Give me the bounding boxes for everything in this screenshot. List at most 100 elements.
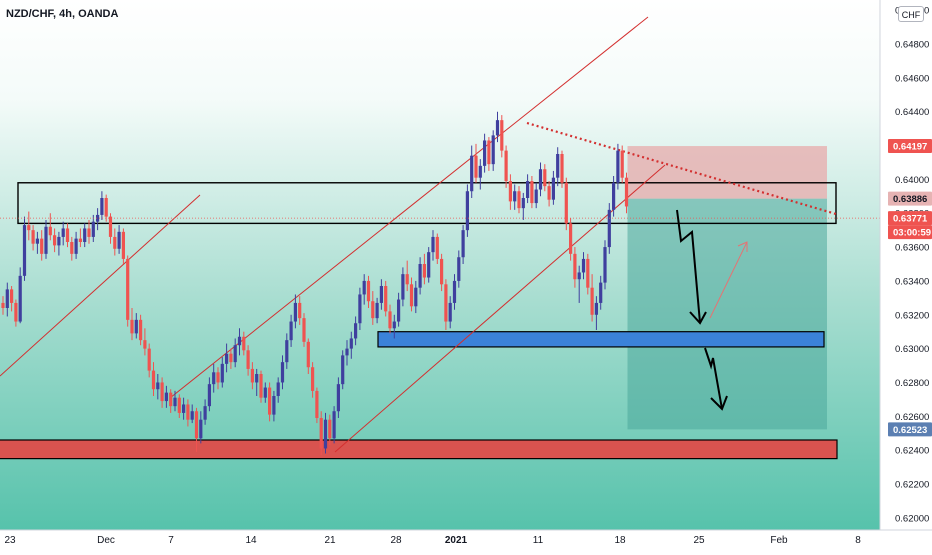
rebound-arrowhead [737, 241, 748, 252]
candle-down [306, 341, 310, 368]
candle-down [560, 154, 564, 183]
projection-arrowhead-2 [710, 395, 728, 411]
time-tick-label: 11 [533, 535, 544, 546]
candle-down [569, 223, 573, 254]
candle-up [594, 302, 598, 315]
rebound-path [709, 241, 748, 319]
price-tick-label: 0.64800 [895, 40, 929, 51]
candle-up [323, 419, 328, 449]
time-tick-label: Dec [97, 535, 115, 546]
candle-down [371, 301, 375, 319]
projection-arrowhead-1 [689, 311, 707, 325]
candle-up [285, 340, 289, 363]
candle-down [530, 181, 534, 204]
candle-up [190, 411, 194, 420]
candle-up [513, 191, 517, 202]
candle-up [164, 392, 168, 402]
projection-arrow-1 [676, 209, 701, 324]
price-tick-label: 0.62400 [895, 446, 929, 457]
candle-down [48, 226, 52, 236]
candle-down [435, 236, 439, 259]
candle-up [255, 374, 259, 383]
candle-up [156, 382, 160, 390]
candle-down [440, 258, 444, 285]
candle-up [280, 362, 285, 383]
time-tick-label: 14 [245, 535, 257, 546]
candle-down [259, 374, 263, 398]
candle-up [521, 198, 525, 209]
candle-up [35, 238, 39, 244]
candle-down [474, 155, 478, 178]
time-tick-label: 28 [390, 535, 402, 546]
candle-up [483, 140, 487, 166]
candle-down [311, 367, 315, 391]
candle-down [169, 392, 173, 407]
candle-down [151, 370, 156, 390]
price-label-text: 0.62523 [893, 425, 927, 436]
time-tick-label: Feb [770, 535, 788, 546]
candle-up [212, 372, 216, 385]
price-axis-background [880, 0, 932, 550]
candle-down [543, 169, 547, 187]
time-tick-label: 18 [614, 535, 626, 546]
candle-up [91, 221, 95, 237]
candle-down [53, 235, 57, 246]
candle-up [173, 397, 177, 407]
candle-up [427, 252, 431, 278]
price-tick-label: 0.62000 [895, 513, 929, 524]
candle-up [551, 177, 555, 200]
candle-up [414, 287, 418, 307]
price-tick-label: 0.63600 [895, 243, 929, 254]
candle-down [384, 286, 388, 312]
price-label-text: 03:00:59 [893, 228, 931, 239]
candle-down [250, 368, 254, 383]
candle-layer [1, 111, 629, 456]
candle-up [470, 155, 474, 192]
candle-up [538, 169, 543, 190]
candle-up [100, 198, 104, 215]
candle-down [573, 253, 577, 280]
candle-up [465, 191, 469, 231]
candle-up [96, 214, 100, 222]
candle-up [577, 272, 581, 280]
time-tick-label: 2021 [445, 535, 468, 546]
candle-down [143, 340, 147, 349]
candle-up [225, 353, 229, 364]
candle-down [70, 242, 74, 254]
candle-down [246, 350, 250, 369]
candle-up [345, 348, 349, 356]
candle-down [147, 348, 151, 371]
candle-down [229, 353, 233, 363]
candle-up [461, 230, 465, 258]
price-tick-label: 0.64400 [895, 107, 929, 118]
candle-down [216, 372, 220, 383]
candle-up [354, 323, 358, 339]
candle-down [500, 120, 504, 151]
plot-layer [0, 16, 838, 460]
candle-down [315, 390, 319, 418]
candle-down [242, 336, 246, 351]
candle-down [126, 258, 130, 320]
candle-up [607, 209, 611, 248]
descending-trendline [526, 121, 837, 216]
currency-button[interactable]: CHF [898, 6, 924, 22]
candle-down [590, 287, 594, 315]
candle-up [358, 294, 362, 324]
candle-up [182, 404, 186, 413]
candle-down [194, 411, 199, 439]
candle-down [508, 181, 512, 202]
candle-up [379, 286, 383, 303]
candle-down [268, 387, 272, 415]
candle-up [534, 189, 538, 204]
candle-down [624, 177, 629, 207]
candle-down [298, 302, 302, 319]
price-tick-label: 0.62600 [895, 412, 929, 423]
candle-down [87, 228, 91, 237]
price-label-box [888, 211, 932, 226]
candle-up [117, 231, 121, 249]
candle-up [83, 228, 87, 242]
channel-line-left [0, 194, 201, 377]
candle-up [448, 302, 452, 322]
